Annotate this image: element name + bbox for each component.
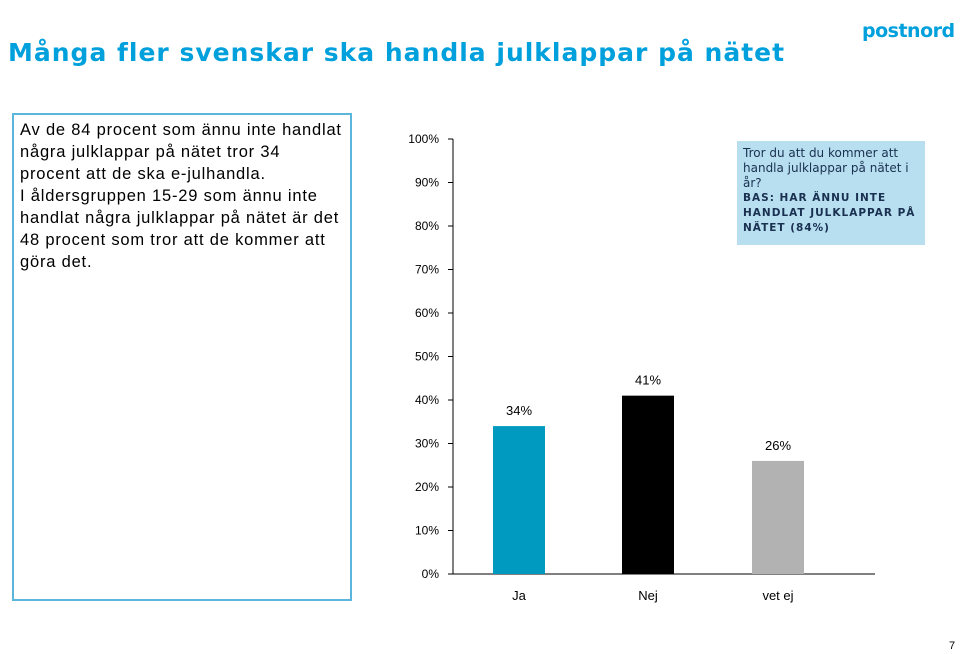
category-label: Ja <box>512 588 527 603</box>
category-label: Nej <box>638 588 658 603</box>
category-label: vet ej <box>762 588 793 603</box>
data-label: 34% <box>506 403 532 418</box>
y-tick-label: 90% <box>415 176 439 190</box>
postnord-logo: postnord <box>862 20 955 42</box>
y-tick-label: 40% <box>415 393 439 407</box>
data-label: 26% <box>765 438 791 453</box>
page-number: 7 <box>949 640 956 652</box>
y-tick-label: 50% <box>415 350 439 364</box>
y-tick-label: 30% <box>415 437 439 451</box>
bar-vet-ej <box>752 460 804 574</box>
y-tick-label: 70% <box>415 263 439 277</box>
chart-legend-box: Tror du att du kommer att handla julklap… <box>737 141 925 245</box>
legend-question: Tror du att du kommer att handla julklap… <box>743 146 909 190</box>
slide-title: Många fler svenskar ska handla julklappa… <box>8 38 786 67</box>
y-tick-label: 60% <box>415 306 439 320</box>
bar-ja <box>493 426 545 574</box>
y-tick-label: 10% <box>415 524 439 538</box>
bar-nej <box>622 395 674 574</box>
info-paragraph-1: Av de 84 procent som ännu inte handlat n… <box>20 121 342 183</box>
y-tick-label: 100% <box>408 132 439 146</box>
y-tick-label: 80% <box>415 219 439 233</box>
y-tick-label: 20% <box>415 480 439 494</box>
info-box: Av de 84 procent som ännu inte handlat n… <box>12 113 352 601</box>
y-tick-label: 0% <box>422 567 440 581</box>
info-paragraph-2: I åldersgruppen 15-29 som ännu inte hand… <box>20 187 340 271</box>
data-label: 41% <box>635 373 661 388</box>
legend-base: BAS: HAR ÄNNU INTE HANDLAT JULKLAPPAR PÅ… <box>743 192 916 234</box>
